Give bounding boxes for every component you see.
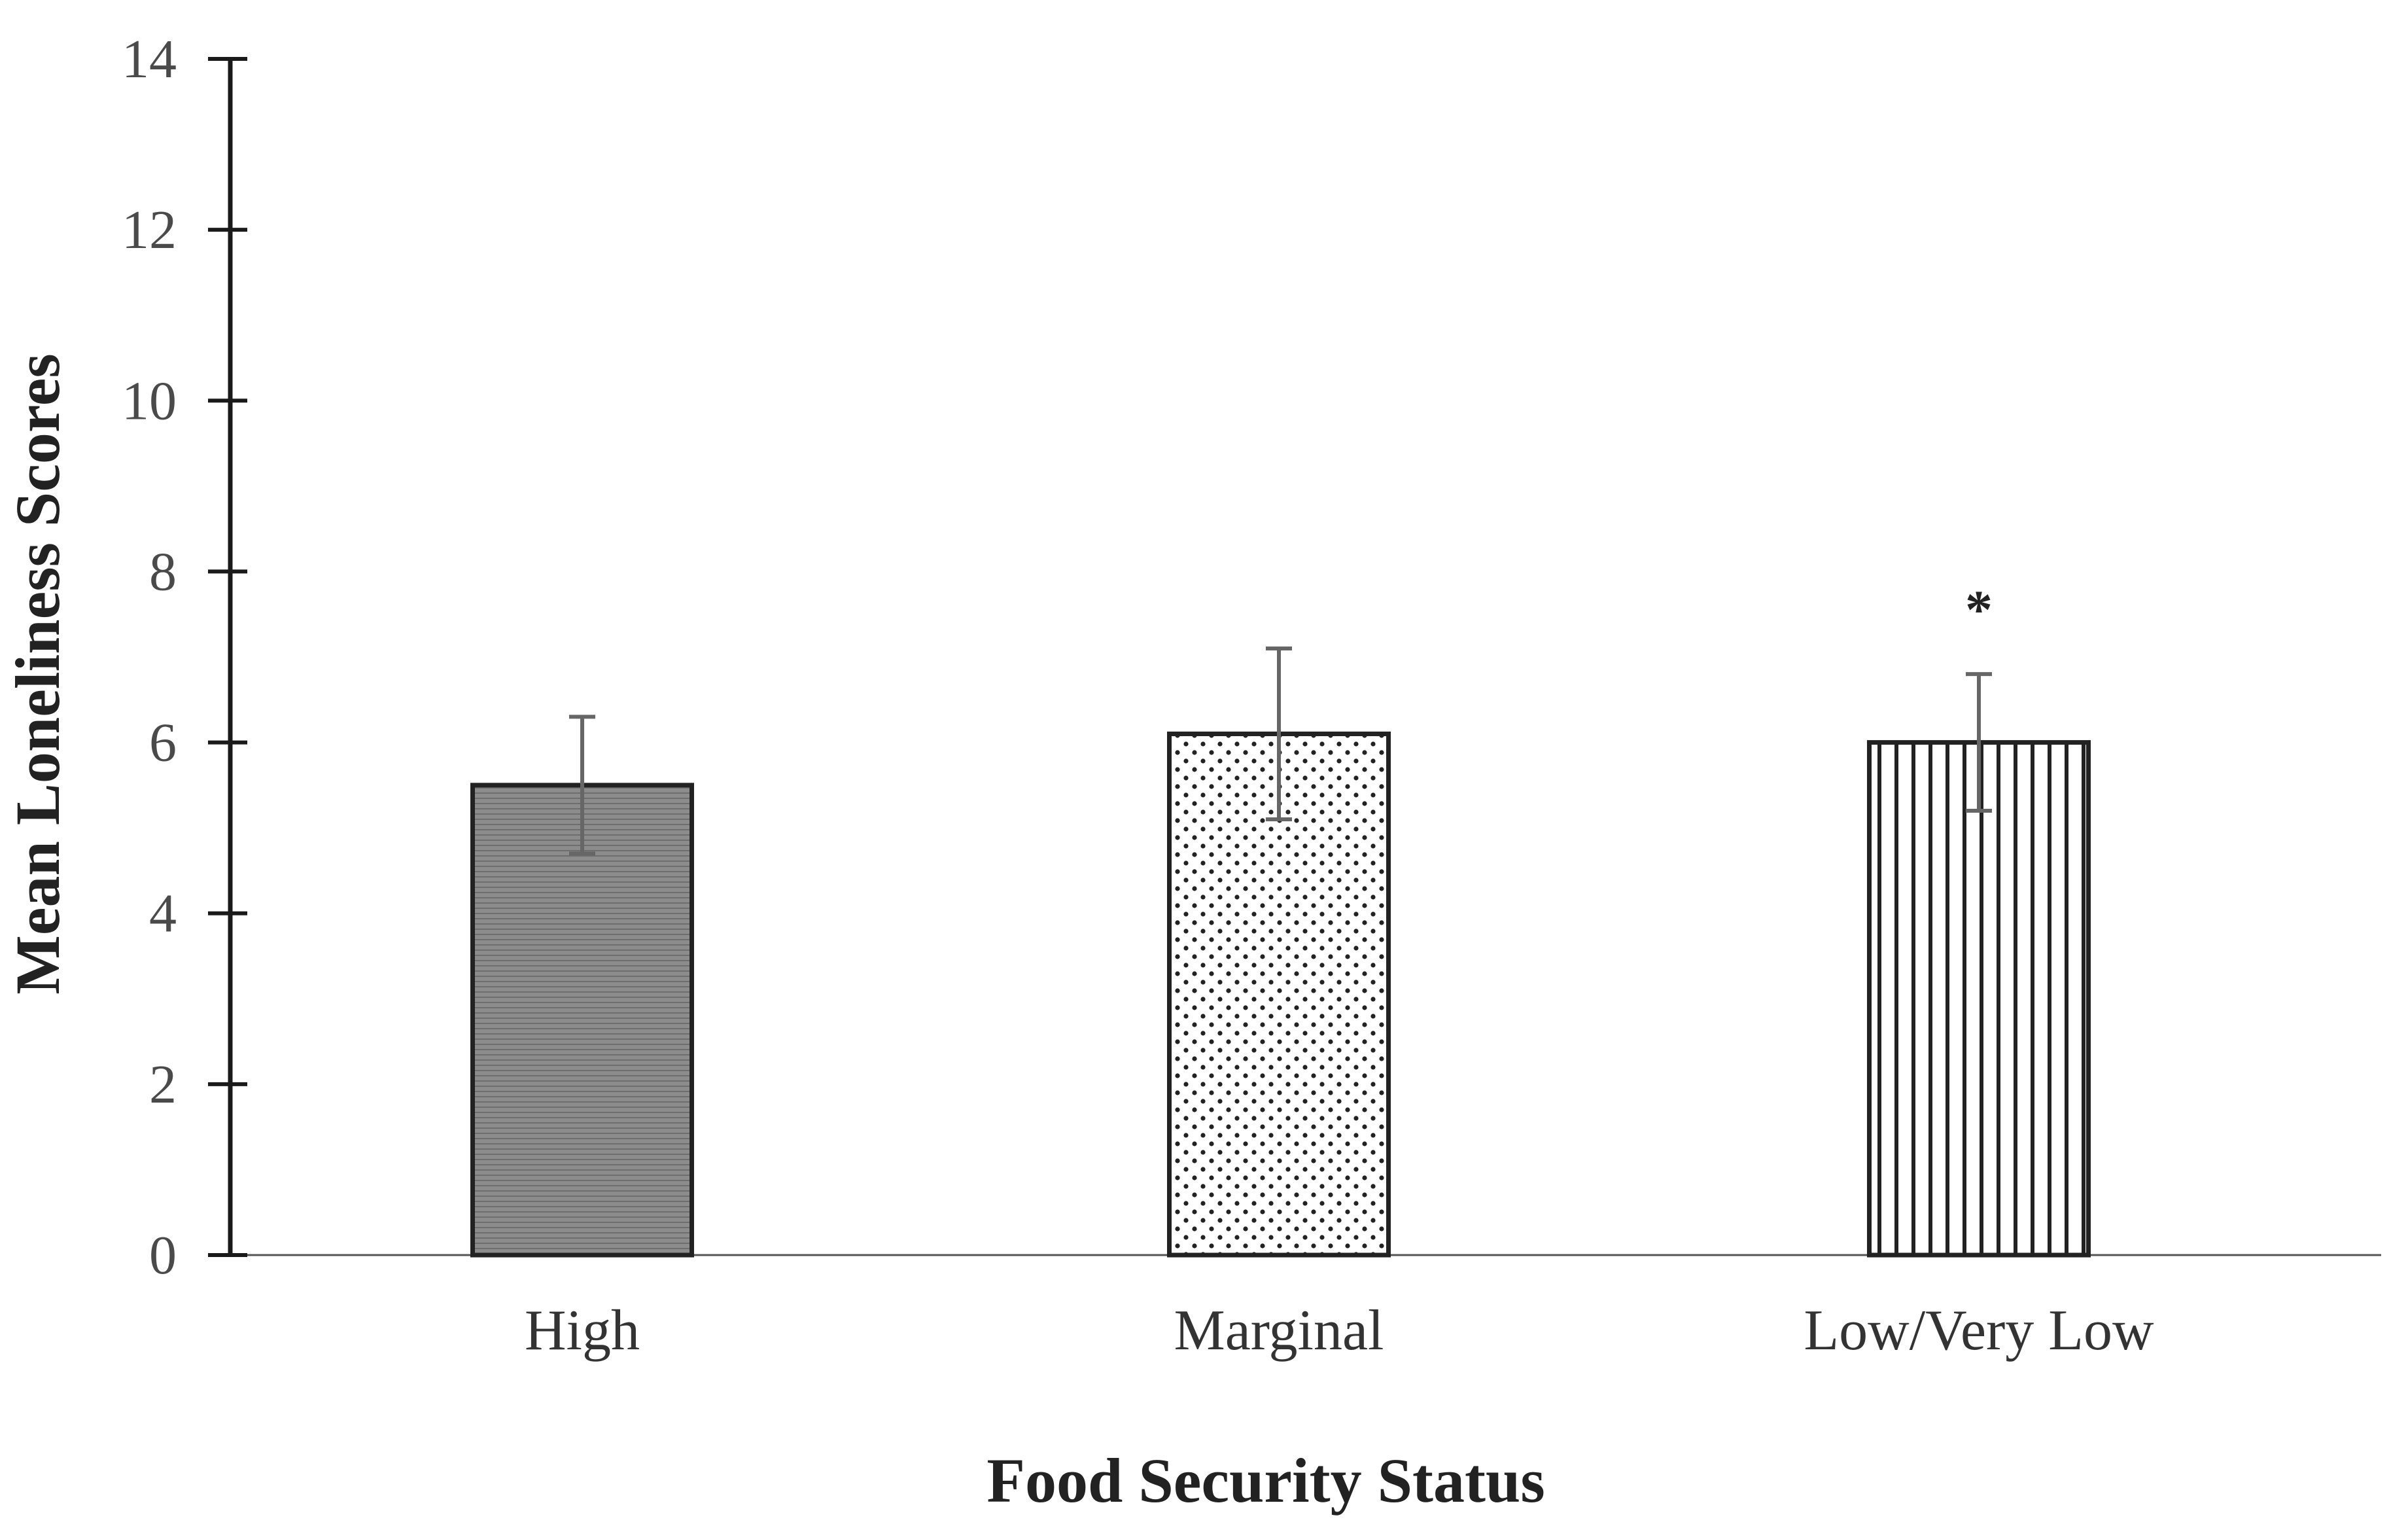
- y-tick-label-2: 2: [149, 1054, 177, 1115]
- x-tick-label-low-very-low: Low/Very Low: [1804, 1299, 2154, 1362]
- y-tick-label-0: 0: [149, 1225, 177, 1286]
- x-tick-label-marginal: Marginal: [1174, 1299, 1384, 1362]
- significance-marker-0: *: [1965, 580, 1993, 641]
- y-axis-title: Mean Loneliness Scores: [3, 353, 73, 995]
- y-tick-label-6: 6: [149, 713, 177, 773]
- bar-high: [470, 783, 694, 1258]
- x-tick-label-high: High: [525, 1299, 640, 1362]
- y-tick-label-14: 14: [122, 29, 177, 90]
- y-tick-label-8: 8: [149, 541, 177, 602]
- bar-low-very-low: [1867, 740, 2091, 1258]
- y-tick-label-10: 10: [122, 370, 177, 431]
- y-tick-label-12: 12: [122, 200, 177, 260]
- y-tick-label-4: 4: [149, 883, 177, 944]
- x-axis-title: Food Security Status: [986, 1445, 1544, 1515]
